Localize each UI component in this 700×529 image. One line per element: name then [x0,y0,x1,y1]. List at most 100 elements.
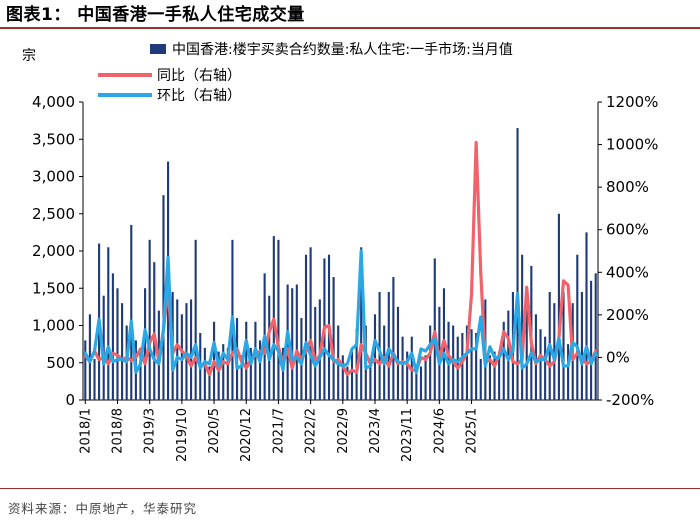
volume-bar [309,247,312,400]
volume-bar [268,295,271,400]
x-tick-label: 2018/8 [110,408,125,454]
volume-bar [332,277,335,400]
volume-bar [203,347,206,400]
volume-bar [222,344,225,400]
ticks-layer: 0 500 1,000 1,500 2,000 2,500 3,000 3,500 4,000 -… [32,93,658,462]
source-note: 资料来源：中原地产，华泰研究 [8,501,198,516]
x-tick-label: 2018/1 [78,408,93,454]
volume-bar [314,306,317,400]
left-tick-label: 2,000 [32,242,75,260]
volume-bar [148,239,151,400]
volume-bar [130,224,133,400]
x-tick-label: 2025/1 [465,408,480,454]
volume-bar [190,299,193,400]
volume-bar [350,351,354,400]
x-tick-label: 2023/11 [400,408,415,462]
volume-bar [429,325,432,400]
volume-bar [415,373,418,400]
left-tick-label: 1,500 [32,279,75,297]
volume-bar [594,273,597,400]
volume-bar [580,291,583,400]
volume-bar [378,291,381,400]
volume-bar [176,299,179,400]
volume-bar [516,128,519,400]
right-tick-label: 1200% [606,93,658,111]
volume-bar [121,303,124,400]
volume-bar [567,344,570,400]
left-tick-label: 3,000 [32,168,75,186]
volume-bar [116,288,119,400]
volume-bar [544,336,547,400]
volume-bar [465,325,469,400]
legend-label-yoy: 同比（右轴） [157,68,241,84]
volume-bar [498,351,501,400]
mom-line [83,249,598,374]
volume-bar [281,347,285,400]
volume-bar [88,314,91,400]
left-tick-label: 4,000 [32,93,75,111]
volume-bar [107,247,110,400]
volume-bar [194,239,197,400]
legend-swatch-bar [150,44,166,54]
volume-bar [84,340,87,400]
volume-bar [585,232,588,400]
volume-bar [369,359,372,400]
source-divider [0,488,700,489]
left-tick-label: 1,000 [32,317,75,335]
volume-bar [433,258,436,400]
x-tick-label: 2023/4 [368,408,383,454]
volume-bar [139,351,142,400]
volume-bar [493,351,496,400]
volume-bar [562,291,565,400]
volume-bar [479,359,482,400]
left-tick-label: 2,500 [32,205,75,223]
volume-bar [245,321,248,400]
volume-bar [217,351,220,400]
x-tick-label: 2020/5 [207,408,222,454]
x-tick-label: 2022/2 [304,408,319,454]
x-tick-label: 2019/10 [175,408,190,462]
volume-bar [576,254,579,400]
volume-bar [470,329,473,400]
volume-bar [102,295,105,400]
volume-bar [401,336,404,400]
volume-bar [153,262,156,400]
right-tick-label: -200% [606,391,654,409]
volume-bar [392,277,395,400]
volume-bar [226,347,229,400]
volume-bar [295,284,298,400]
volume-bar [475,332,478,400]
volume-bar [396,306,400,400]
volume-bar [525,295,528,400]
volume-bar [406,351,409,400]
volume-bar [360,247,363,400]
volume-bar [590,280,593,400]
left-tick-label: 0 [65,391,75,409]
right-tick-label: 600% [606,221,649,239]
x-tick-label: 2022/9 [336,408,351,454]
volume-bar [521,254,524,400]
legend-label-mom: 环比（右轴） [157,88,241,104]
x-tick-label: 2020/12 [239,408,254,462]
volume-bar [488,355,491,400]
right-tick-label: 200% [606,306,649,324]
volume-bar [162,195,165,400]
title-divider [0,27,700,29]
volume-bar [291,288,294,400]
volume-bar [208,366,211,400]
legend: 中国香港:楼宇买卖合约数量:私人住宅:一手市场:当月值 同比（右轴） 环比（右轴… [98,41,513,104]
chart-title: 图表1： 中国香港一手私人住宅成交量 [6,5,305,25]
x-tick-label: 2019/3 [143,408,158,454]
right-tick-label: 1000% [606,136,658,154]
volume-bar [557,213,560,400]
volume-bar [424,355,427,400]
volume-bar [539,329,542,400]
volume-bar [249,347,252,400]
volume-bar [93,359,96,400]
volume-bar [507,310,510,400]
left-tick-label: 500 [46,354,75,372]
chart-svg: 0 500 1,000 1,500 2,000 2,500 3,000 3,500 4,000 -… [22,41,658,462]
volume-bar [258,340,262,400]
right-tick-label: 0% [606,348,630,366]
right-tick-label: 800% [606,178,649,196]
